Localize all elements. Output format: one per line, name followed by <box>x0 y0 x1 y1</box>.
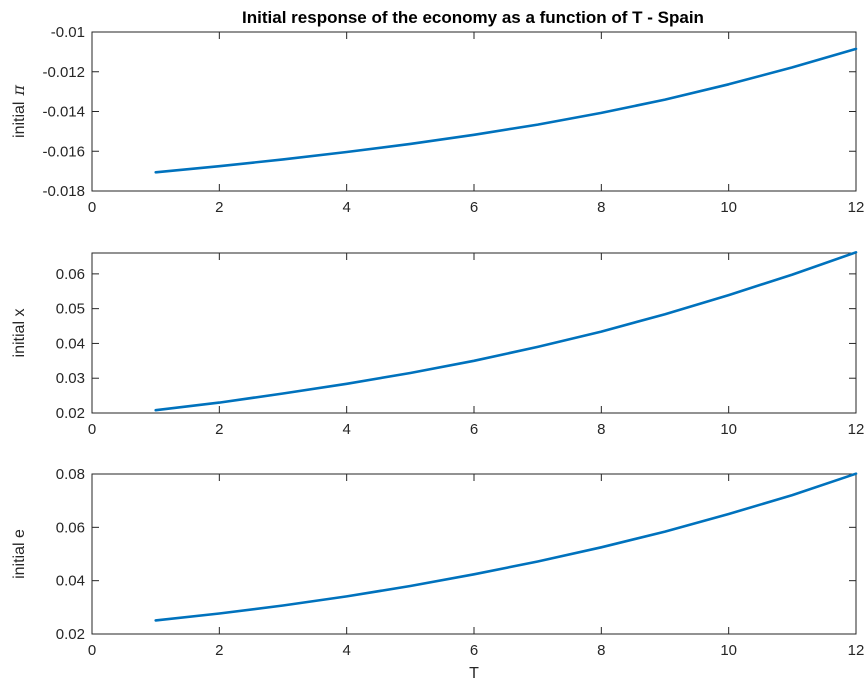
y-axis-label-symbol-pi: π <box>9 85 28 97</box>
x-tick-label-e: 0 <box>88 642 96 659</box>
y-tick-label-pi: -0.016 <box>42 143 85 160</box>
y-tick-label-pi: -0.014 <box>42 104 85 121</box>
y-tick-label-x: 0.03 <box>56 370 85 387</box>
x-tick-label-e: 2 <box>215 642 223 659</box>
x-tick-label-e: 4 <box>342 642 350 659</box>
y-tick-label-e: 0.02 <box>56 626 85 643</box>
x-tick-label-pi: 8 <box>597 199 605 216</box>
y-tick-label-e: 0.08 <box>56 466 85 483</box>
subplot-pi: 0 2 4 6 8 10 12 -0.018 -0.016 -0.014 -0.012 -0.01 in… <box>9 24 864 216</box>
y-axis-label-text-x: initial x <box>11 309 28 358</box>
x-tick-label-e: 10 <box>720 642 737 659</box>
x-tick-label-x: 6 <box>470 421 478 438</box>
y-tick-label-x: 0.04 <box>56 335 85 352</box>
x-tick-label-pi: 10 <box>720 199 737 216</box>
y-tick-label-e: 0.06 <box>56 519 85 536</box>
y-tick-label-x: 0.02 <box>56 405 85 422</box>
y-axis-label-e: initial e <box>11 529 28 579</box>
y-axis-label-pi: initial π <box>9 85 28 138</box>
x-tick-label-x: 12 <box>848 421 865 438</box>
x-tick-label-pi: 12 <box>848 199 865 216</box>
y-axis-label-x: initial x <box>11 309 28 358</box>
x-tick-label-pi: 0 <box>88 199 96 216</box>
x-axis-label-e: T <box>469 665 479 682</box>
subplot-x: 0 2 4 6 8 10 12 0.02 0.03 0.04 0.05 0.06 initial x <box>11 251 865 438</box>
series-line-e <box>154 472 858 622</box>
x-tick-label-pi: 4 <box>342 199 350 216</box>
series-line-x <box>154 251 858 412</box>
x-tick-label-pi: 6 <box>470 199 478 216</box>
y-axis-label-text-e: initial e <box>11 529 28 579</box>
x-tick-label-x: 4 <box>342 421 350 438</box>
x-tick-label-e: 8 <box>597 642 605 659</box>
x-tick-label-pi: 2 <box>215 199 223 216</box>
y-tick-label-pi: -0.012 <box>42 64 85 81</box>
y-axis-label-text-pi: initial <box>11 102 28 138</box>
plot-area-e <box>91 473 857 635</box>
y-tick-label-pi: -0.018 <box>42 183 85 200</box>
x-tick-label-x: 2 <box>215 421 223 438</box>
x-tick-label-e: 12 <box>848 642 865 659</box>
y-tick-label-pi: -0.01 <box>51 24 85 41</box>
x-tick-label-e: 6 <box>470 642 478 659</box>
x-tick-label-x: 8 <box>597 421 605 438</box>
y-tick-label-x: 0.05 <box>56 301 85 318</box>
plot-area-x <box>91 252 857 414</box>
subplot-e: 0 2 4 6 8 10 12 0.02 0.04 0.06 0.08 initial e T <box>11 466 864 682</box>
x-tick-label-x: 0 <box>88 421 96 438</box>
x-tick-label-x: 10 <box>720 421 737 438</box>
figure-title: Initial response of the economy as a fun… <box>242 8 704 27</box>
y-tick-label-e: 0.04 <box>56 573 85 590</box>
y-tick-label-x: 0.06 <box>56 266 85 283</box>
series-line-pi <box>154 47 858 174</box>
